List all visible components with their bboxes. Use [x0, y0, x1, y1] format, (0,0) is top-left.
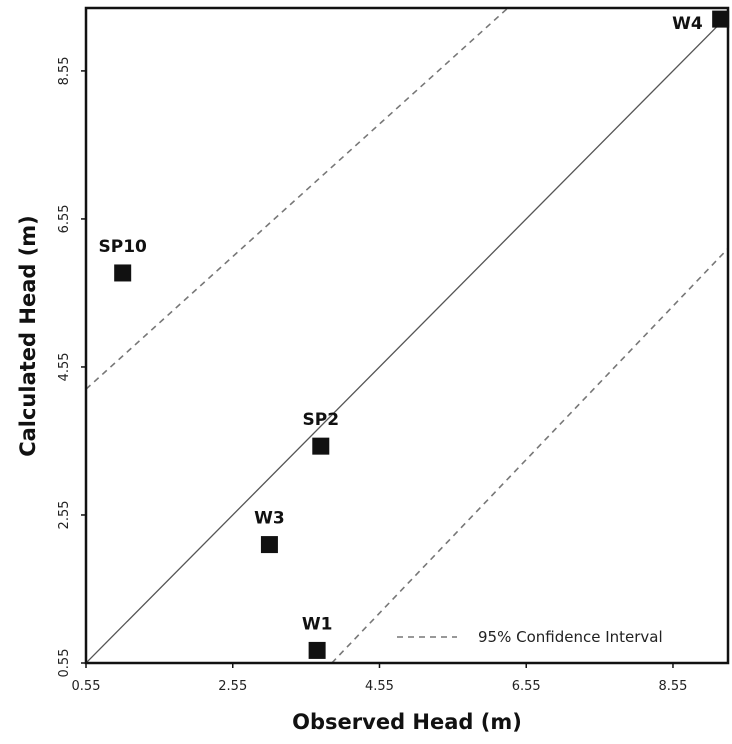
- point-sp2-label: SP2: [303, 410, 340, 430]
- y-tick-label: 4.55: [57, 352, 72, 381]
- legend-entry-confidence-interval: 95% Confidence Interval: [478, 628, 663, 646]
- data-points: SP10 SP2 W3 W1 W4: [98, 10, 730, 659]
- y-axis-ticks: 0.55 2.55 4.55 6.55 8.55: [57, 56, 86, 677]
- y-tick-label: 2.55: [57, 501, 72, 530]
- y-tick-label: 0.55: [57, 649, 72, 678]
- plot-frame: [84, 6, 730, 665]
- x-tick-label: 4.55: [365, 679, 394, 694]
- x-axis-ticks: 0.55 2.55 4.55 6.55 8.55: [72, 663, 687, 694]
- point-w4-marker: [712, 10, 730, 28]
- one-to-one-line: [86, 14, 728, 663]
- y-axis-title: Calculated Head (m): [16, 215, 40, 457]
- x-tick-label: 6.55: [512, 679, 541, 694]
- point-sp2-marker: [312, 437, 330, 455]
- point-sp10-label: SP10: [98, 237, 147, 257]
- point-w1-marker: [308, 641, 326, 659]
- point-sp10-marker: [114, 264, 132, 282]
- x-tick-label: 2.55: [218, 679, 247, 694]
- y-tick-label: 6.55: [57, 204, 72, 233]
- confidence-upper-line: [86, 8, 509, 390]
- x-tick-label: 8.55: [658, 679, 687, 694]
- point-w3-label: W3: [254, 509, 285, 529]
- legend: 95% Confidence Interval: [397, 628, 663, 646]
- y-tick-label: 8.55: [57, 56, 72, 85]
- point-w3-marker: [260, 536, 278, 554]
- x-axis-title: Observed Head (m): [292, 710, 522, 734]
- point-w1-label: W1: [302, 614, 333, 634]
- confidence-lower-line: [331, 247, 728, 663]
- point-w4-label: W4: [672, 14, 703, 34]
- x-tick-label: 0.55: [72, 679, 101, 694]
- plot-lines: [86, 8, 728, 663]
